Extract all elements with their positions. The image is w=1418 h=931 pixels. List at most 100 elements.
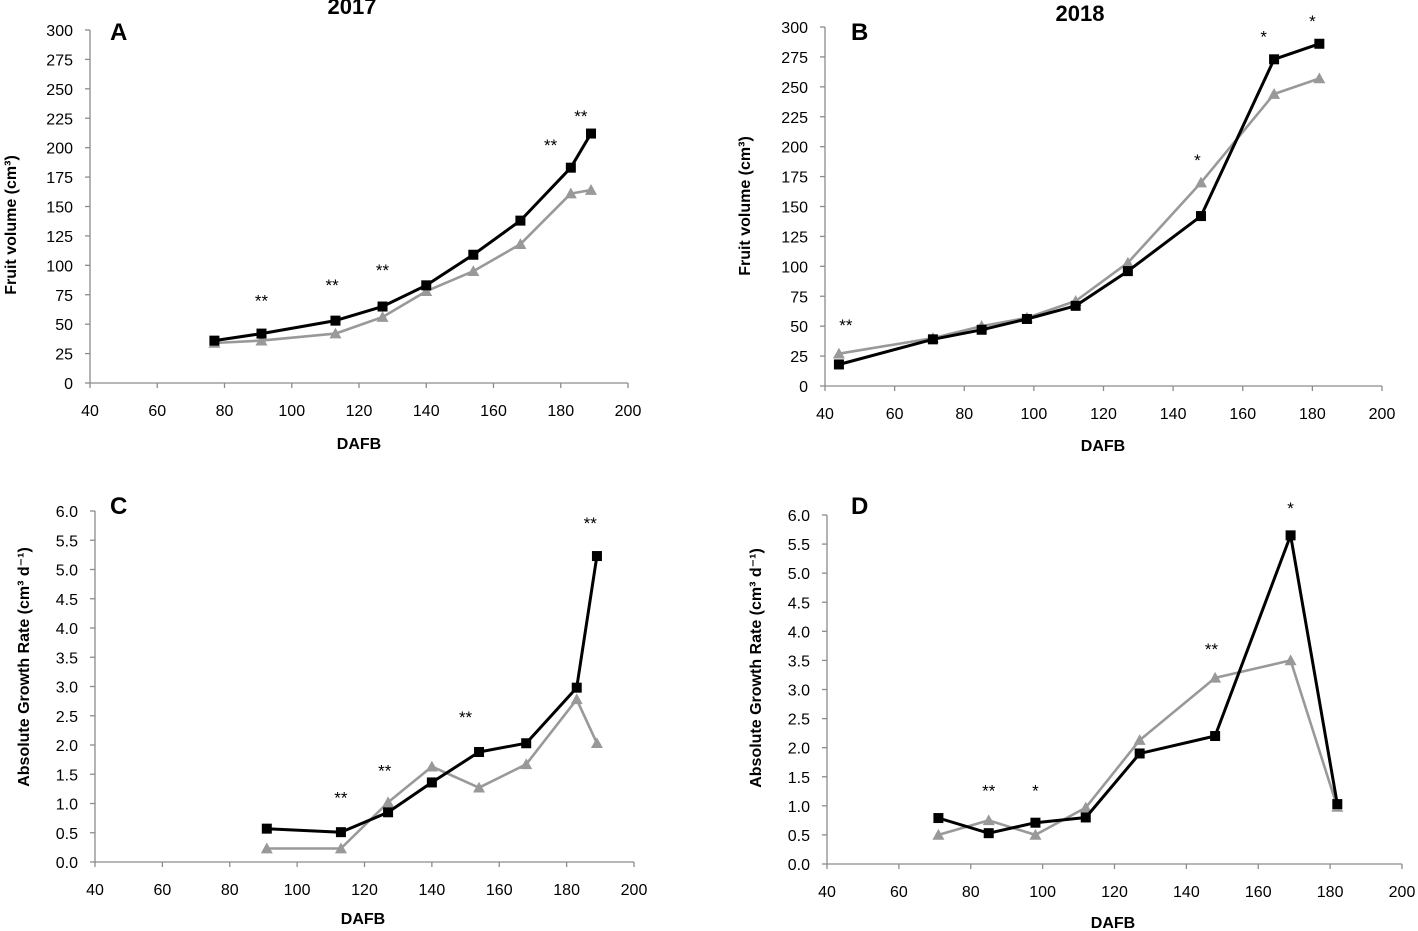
panel-d-x-tick-label: 140	[1173, 884, 1200, 901]
panel-b-y-tick-label: 50	[790, 319, 808, 336]
panel-d-series-black-line	[937, 533, 1339, 835]
panel-c-y-tick-label: 3.0	[56, 680, 78, 697]
panel-d-series-black-point	[933, 813, 944, 824]
panel-c-x-tick-label: 200	[621, 882, 648, 899]
panel-d-significance-label: **	[1205, 640, 1219, 659]
panel-c-series-black-point	[426, 777, 437, 788]
panel-c-y-tick-label: 4.5	[56, 592, 78, 609]
panel-b-significance-label: **	[839, 316, 853, 335]
panel-c-x-tick-label: 160	[486, 882, 513, 899]
panel-d-y-tick-label: 3.0	[788, 683, 810, 700]
panel-c: C DAFB Absolute Growth Rate (cm³ d⁻¹) 0.…	[16, 493, 647, 928]
panel-d-series-gray-point	[982, 814, 995, 826]
panel-c-x-tick-label: 60	[153, 882, 171, 899]
panel-b-y-tick-label: 175	[781, 170, 808, 187]
panel-d-series-gray-line	[938, 659, 1339, 837]
panel-b-x-axis-title: DAFB	[1081, 438, 1125, 455]
panel-c-series-black-point	[474, 747, 485, 758]
panel-c-y-tick-label: 4.0	[56, 621, 78, 638]
panel-b-significance-label: *	[1260, 28, 1267, 47]
panel-d-y-axis-title: Absolute Growth Rate (cm³ d⁻¹)	[748, 548, 765, 788]
panel-a-significance-label: **	[574, 107, 588, 126]
panel-b-y-tick-label: 125	[781, 229, 808, 246]
panel-b-series-gray-point	[1268, 88, 1281, 99]
panel-a-x-tick-label: 160	[480, 403, 507, 420]
panel-d-series-black-point	[1030, 817, 1041, 828]
panel-a-y-tick-label: 125	[46, 229, 73, 246]
panel-b-series-black-point	[927, 334, 938, 345]
panel-c-y-tick-label: 1.0	[56, 797, 78, 814]
panel-c-series-black-point	[571, 682, 582, 693]
panel-a-series-gray-point	[420, 285, 433, 297]
panel-d-y-tick-label: 2.0	[788, 741, 810, 758]
panel-a-series-black-point	[586, 128, 597, 139]
panel-a-year-title: 2017	[328, 0, 377, 19]
panel-d-series-gray-point	[1133, 734, 1146, 745]
panel-c-series-gray-point	[570, 693, 583, 705]
panel-a-series-gray-line	[214, 188, 592, 345]
panel-d-x-axis-title: DAFB	[1091, 915, 1135, 931]
panel-a-y-tick-label: 250	[46, 82, 73, 99]
panel-c-letter: C	[110, 493, 127, 520]
panel-a-y-tick-label: 300	[46, 23, 73, 40]
panel-b-series-black-point	[1314, 38, 1325, 49]
panel-a-y-tick-label: 150	[46, 200, 73, 217]
panel-d-x-tick-label: 40	[818, 884, 836, 901]
panel-c-y-tick-label: 0.5	[56, 826, 78, 843]
panel-b-series-gray-point	[832, 347, 845, 359]
panel-a-series-black-point	[330, 315, 341, 326]
panel-d-x-tick-label: 60	[890, 884, 908, 901]
panel-a-x-axis-title: DAFB	[337, 436, 381, 453]
panel-a-y-tick-label: 25	[55, 347, 73, 364]
panel-a-series-gray-point	[329, 327, 342, 339]
panel-b-series-black-point	[1122, 266, 1133, 277]
panel-c-y-tick-label: 3.5	[56, 650, 78, 667]
panel-a-series-black-point	[377, 301, 388, 312]
panel-b-x-tick-label: 180	[1299, 406, 1326, 423]
panel-c-y-tick-label: 2.5	[56, 709, 78, 726]
panel-c-x-axis-title: DAFB	[341, 911, 385, 928]
panel-b-x-tick-label: 60	[886, 406, 904, 423]
panel-a-x-tick-label: 100	[278, 403, 305, 420]
panel-c-x-tick-label: 40	[86, 882, 104, 899]
panel-a-series-gray-point	[564, 187, 577, 199]
panel-d-y-tick-label: 2.5	[788, 712, 810, 729]
panel-a-series-black-point	[256, 328, 267, 339]
panel-d-significance-label: *	[1287, 499, 1294, 518]
panel-c-series-gray-point	[520, 758, 533, 770]
panel-a-x-tick-label: 120	[346, 403, 373, 420]
panel-b-series-black-point	[1070, 300, 1081, 311]
panel-b-series-gray-point	[1313, 72, 1326, 84]
panel-d-y-tick-label: 1.5	[788, 770, 810, 787]
panel-a-series-black-point	[468, 249, 479, 260]
panel-d-y-tick-label: 0.0	[788, 857, 810, 874]
panel-b-x-tick-label: 120	[1090, 406, 1117, 423]
panel-c-x-tick-label: 140	[419, 882, 446, 899]
panel-c-y-axis-title: Absolute Growth Rate (cm³ d⁻¹)	[16, 547, 33, 787]
panel-c-y-tick-label: 6.0	[56, 504, 78, 521]
panel-b-y-tick-label: 150	[781, 200, 808, 217]
panel-a-series-black-line	[214, 132, 593, 343]
panel-c-series-gray-point	[473, 781, 486, 793]
panel-a-series-black-point	[209, 335, 220, 346]
panel-a-y-tick-label: 100	[46, 258, 73, 275]
panel-c-series-black-line	[266, 555, 599, 834]
panel-a-series-gray-point	[255, 334, 268, 346]
panel-a-y-tick-label: 0	[64, 376, 73, 393]
panel-d-x-tick-label: 160	[1245, 884, 1272, 901]
panel-b: 2018 B DAFB Fruit volume (cm³) 0 25 50 75 10…	[737, 1, 1395, 455]
panel-a-significance-label: **	[544, 136, 558, 155]
panel-b-series-gray-point	[1121, 256, 1134, 268]
panel-b-x-tick-label: 40	[816, 406, 834, 423]
panel-b-series-black-point	[976, 324, 987, 335]
panel-a-series-black-point	[565, 162, 576, 173]
panel-a-significance-label: **	[255, 292, 269, 311]
panel-a-series-gray-point	[514, 238, 527, 249]
panel-d-series-black-point	[1210, 731, 1221, 742]
panel-b-letter: B	[851, 19, 868, 46]
panel-b-series-black-point	[1021, 313, 1032, 324]
panel-b-y-tick-label: 25	[790, 349, 808, 366]
panel-c-series-black-point	[383, 807, 394, 818]
panel-d-y-tick-label: 0.5	[788, 828, 810, 845]
